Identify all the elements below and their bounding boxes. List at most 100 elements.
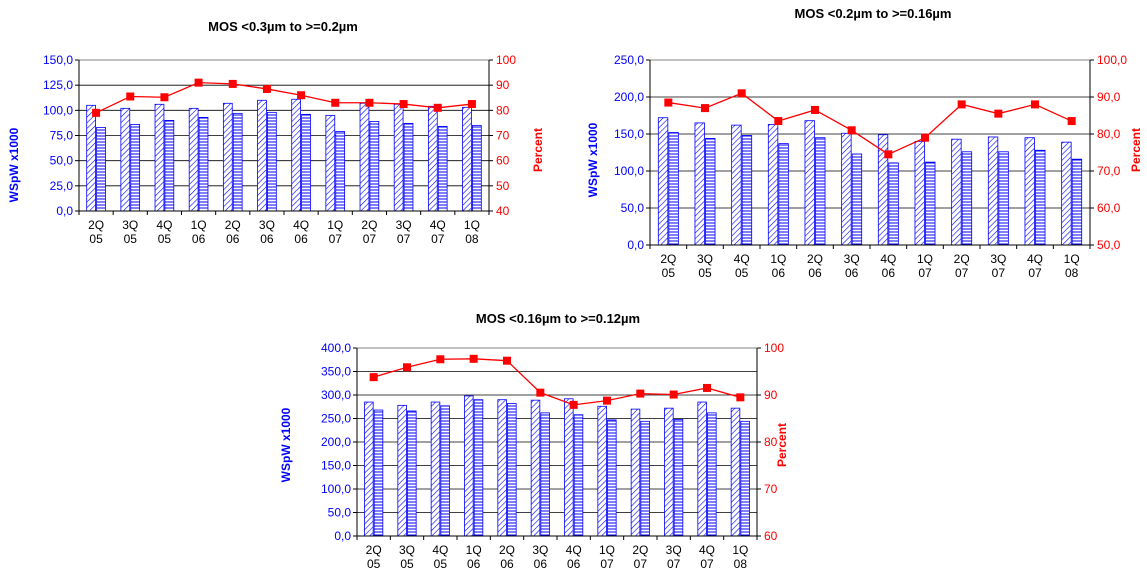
x-tick-label: 1Q [191,218,207,232]
y-tick-label: 150,0 [614,127,644,141]
x-tick-label: 4Q [734,252,750,266]
percent-marker [636,389,645,398]
y-tick-label: 100,0 [614,164,644,178]
percent-marker [297,91,306,100]
percent-line [95,81,472,114]
y-tick-label: 50,0 [50,154,74,168]
percent-marker [957,100,966,109]
x-tick-label: 3Q [122,218,138,232]
x-tick-label: 2Q [225,218,241,232]
bar [573,414,584,537]
y2-tick-label: 90,0 [1097,90,1121,104]
x-tick-label: 4Q [293,218,309,232]
bar [707,412,717,537]
percent-marker [1031,100,1039,109]
bar [951,138,962,246]
y-tick-label: 250,0 [321,412,351,426]
x-tick-label: 1Q [327,218,343,232]
chart-3-title: MOS <0.16µm to >=0.12µm [476,311,640,326]
y2-tick-label: 60,0 [1097,201,1121,215]
bar [373,409,384,537]
x-tick-label: 4Q [1027,252,1043,266]
x-tick-label: 2Q [954,252,970,266]
bar [841,132,852,246]
x-tick-label: 06 [294,232,308,246]
bar [1024,137,1035,246]
bar [393,103,404,212]
percent-marker [228,79,237,88]
y-tick-label: 350,0 [321,365,351,379]
bar [154,103,165,212]
x-tick-label: 06 [808,266,822,280]
bar [657,117,669,246]
x-tick-label: 4Q [156,218,172,232]
x-tick-label: 2Q [632,543,648,557]
y2-tick-label: 90 [496,78,510,92]
x-tick-label: 06 [467,557,481,571]
bar [778,143,789,246]
percent-marker [703,383,711,392]
bar [730,407,741,537]
chart-2: MOS <0.2µm to >=0.16µm WSpW x1000 Percen… [586,6,1143,280]
x-tick-label: 06 [845,266,859,280]
chart-3-y2-axis-label: Percent [775,423,789,467]
chart-1-plot: 0,0 25,0 50,0 75,0 100,0 125,0 150,0 40 50 60 70 80… [43,53,516,246]
percent-marker [701,104,709,113]
chart-2-title: MOS <0.2µm to >=0.16µm [795,6,952,21]
bar [697,401,707,537]
bar [430,401,441,537]
percent-marker [503,356,511,365]
x-tick-label: 06 [772,266,786,280]
x-tick-label: 05 [434,557,448,571]
percent-marker [669,390,678,399]
percent-marker [262,84,271,93]
y-tick-label: 400,0 [321,341,351,355]
bar [267,111,277,212]
chart-3: MOS <0.16µm to >=0.12µm WSpW x1000 Perce… [279,311,789,571]
bar [804,120,815,246]
bar [1071,158,1083,246]
x-tick-label: 4Q [699,543,715,557]
x-tick-label: 06 [260,232,274,246]
percent-marker [847,126,856,135]
percent-marker [399,100,408,109]
bar [694,122,705,246]
bar [403,123,414,212]
bar [507,403,517,537]
percent-marker [126,92,135,101]
x-tick-label: 06 [192,232,206,246]
x-tick-label: 08 [465,232,479,246]
x-tick-label: 4Q [430,218,446,232]
y-tick-label: 250,0 [614,53,644,67]
bar [473,399,484,537]
chart-1-title: MOS <0.3µm to >=0.2µm [208,19,358,34]
y2-tick-label: 60 [764,529,778,543]
x-tick-label: 06 [500,557,514,571]
x-tick-label: 3Q [399,543,415,557]
y-tick-label: 75,0 [50,129,74,143]
x-tick-label: 07 [1028,266,1042,280]
percent-marker [194,78,203,87]
y-tick-label: 100,0 [43,103,73,117]
percent-marker [774,117,783,126]
percent-marker [884,150,893,159]
bar [564,398,574,537]
chart-3-plot: 0,0 50,0 100,0 150,0 200,0 250,0 300,0 350,0 400… [321,341,784,571]
bar [222,102,233,212]
bar [164,120,175,212]
x-tick-label: 06 [534,557,548,571]
x-tick-label: 05 [698,266,712,280]
bar [464,395,474,537]
y2-tick-label: 90 [764,388,778,402]
y-tick-label: 0,0 [627,238,644,252]
bar [497,399,507,537]
x-tick-label: 05 [124,232,138,246]
x-tick-label: 3Q [844,252,860,266]
y2-tick-label: 70 [496,129,510,143]
x-tick-label: 4Q [566,543,582,557]
x-tick-label: 07 [634,557,648,571]
y2-tick-label: 100,0 [1097,53,1127,67]
bar [740,420,750,537]
x-tick-label: 07 [667,557,681,571]
x-tick-label: 05 [367,557,381,571]
